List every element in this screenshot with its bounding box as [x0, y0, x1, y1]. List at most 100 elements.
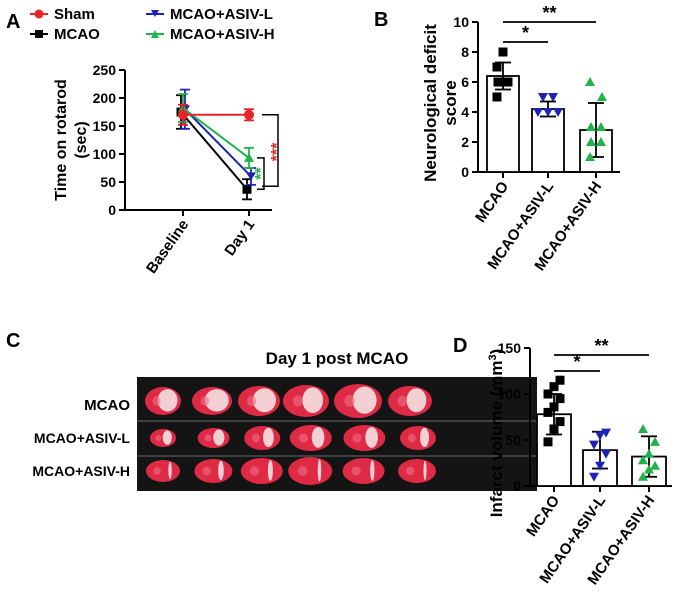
point-sham — [244, 109, 254, 120]
bar-mcao-asiv-l — [531, 108, 565, 173]
point-mcao — [555, 394, 565, 404]
sig-annotation-d-1: * — [573, 352, 580, 372]
photo-title: Day 1 post MCAO — [266, 349, 409, 368]
point-mcao — [498, 47, 508, 57]
brain-slice — [342, 458, 385, 484]
infarct-area — [267, 459, 273, 481]
y-axis-label-d-end: ) — [487, 349, 506, 355]
point-mcao-asiv-l — [595, 431, 605, 441]
sig-annotation-d-2: ** — [594, 336, 608, 356]
slice-tissue-highlight — [297, 466, 308, 476]
y-tick-label-a: 100 — [93, 146, 117, 162]
infarct-area — [302, 387, 324, 414]
y-axis-label-d-text: Infarct volume (mm — [487, 360, 506, 517]
slice-tissue-highlight — [155, 434, 162, 442]
slice-tissue-highlight — [352, 433, 362, 443]
point-mcao-asiv-h — [596, 122, 606, 131]
infarct-area — [352, 386, 377, 414]
sig-annotation-red: *** — [269, 142, 286, 161]
point-mcao — [549, 402, 559, 412]
slice-tissue-highlight — [153, 467, 161, 475]
y-tick-label-d: 50 — [505, 432, 521, 448]
point-mcao — [493, 77, 503, 87]
infarct-area — [157, 389, 178, 412]
y-axis-label-a-line2: (sec) — [73, 121, 90, 158]
legend-item-asiv-h: MCAO+ASIV-H — [146, 26, 275, 43]
slice-tissue-highlight — [351, 466, 361, 476]
photo-row-label-mcao: MCAO — [84, 397, 130, 414]
slice-tissue-highlight — [397, 395, 408, 407]
sig-annotation-green: ** — [253, 167, 270, 180]
point-mcao-asiv-h — [638, 423, 648, 433]
legend-marker-mcao — [35, 30, 43, 38]
infarct-area — [317, 459, 322, 482]
slice-tissue-highlight — [200, 396, 210, 406]
slice-tissue-highlight — [344, 395, 355, 407]
point-mcao-asiv-h — [650, 436, 660, 446]
x-tick-label-a-day-1: Day 1 — [221, 217, 258, 260]
point-mcao-asiv-l — [548, 93, 558, 102]
point-mcao-asiv-h — [585, 152, 595, 161]
legend-item-mcao: MCAO — [30, 26, 100, 43]
y-tick-label-a: 0 — [108, 202, 116, 218]
point-mcao — [492, 62, 502, 72]
point-mcao — [503, 77, 513, 87]
brain-slices-photo — [137, 377, 537, 491]
infarct-area — [168, 461, 172, 480]
y-axis-label-b-line1: Neurological deficit — [421, 24, 440, 182]
legend-label-asiv-l: MCAO+ASIV-L — [170, 6, 273, 23]
point-mcao-asiv-h — [650, 460, 660, 470]
panel-label-a: A — [6, 11, 20, 33]
point-sham — [178, 109, 188, 120]
infarct-area — [263, 427, 274, 447]
legend: Sham MCAO MCAO+ASIV-L MCAO+ASIV-H — [30, 6, 275, 43]
point-mcao-asiv-h — [597, 92, 607, 101]
legend-item-asiv-l: MCAO+ASIV-L — [146, 6, 273, 23]
legend-label-mcao: MCAO — [54, 26, 100, 43]
y-tick-label-b: 6 — [461, 74, 469, 90]
sig-annotation-b-2: ** — [542, 3, 556, 23]
series-line-mcao — [180, 111, 248, 190]
legend-marker-asiv-h — [151, 30, 159, 38]
y-axis-label-a-line1: Time on rotarod — [53, 79, 70, 201]
point-mcao — [555, 375, 565, 385]
point-mcao-asiv-l — [595, 461, 605, 471]
point-mcao-asiv-l — [553, 108, 563, 117]
infarct-area — [420, 427, 430, 447]
slice-tissue-highlight — [204, 434, 212, 442]
slice-tissue-highlight — [406, 466, 415, 476]
slice-tissue-highlight — [202, 466, 211, 476]
infarct-area — [213, 429, 225, 446]
legend-label-asiv-h: MCAO+ASIV-H — [170, 26, 275, 43]
point-mcao-asiv-l — [538, 93, 548, 102]
point-mcao-asiv-l — [589, 440, 599, 450]
brain-slice — [289, 425, 332, 451]
y-tick-label-b: 8 — [461, 44, 469, 60]
point-mcao — [549, 424, 559, 434]
panel-label-b: B — [374, 9, 388, 31]
point-mcao — [242, 184, 252, 194]
infarct-area — [370, 459, 375, 481]
y-tick-label-b: 4 — [461, 104, 469, 120]
infarct-area — [218, 460, 224, 480]
slice-tissue-highlight — [251, 433, 260, 443]
sig-bracket-red — [262, 114, 279, 188]
point-mcao-asiv-h — [638, 471, 648, 481]
series-line-mcao-asiv-l — [184, 108, 252, 178]
photo-row-label-asiv-l: MCAO+ASIV-L — [34, 430, 131, 446]
infarct-area — [204, 389, 229, 412]
brain-slice — [398, 459, 436, 483]
infarct-area — [406, 388, 427, 413]
legend-label-sham: Sham — [54, 6, 95, 23]
point-mcao-asiv-l — [589, 472, 599, 482]
y-tick-label-a: 50 — [100, 174, 116, 190]
brain-slice — [240, 458, 283, 484]
panel-label-d: D — [453, 335, 467, 357]
y-tick-label-a: 250 — [93, 62, 117, 78]
brain-slice — [343, 425, 386, 451]
slice-tissue-highlight — [407, 433, 416, 443]
point-mcao-asiv-h — [244, 152, 254, 162]
point-mcao — [543, 437, 553, 447]
